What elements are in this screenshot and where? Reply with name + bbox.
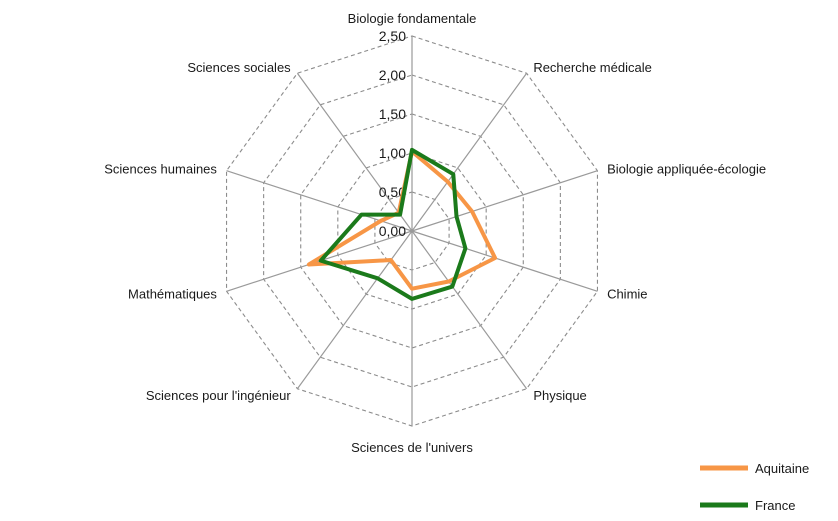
series-aquitaine-line	[306, 149, 498, 291]
category-label: Physique	[533, 388, 586, 403]
radar-spoke	[411, 230, 528, 390]
legend-label: Aquitaine	[755, 461, 809, 476]
category-labels: Biologie fondamentale Recherche médicale B…	[104, 11, 766, 455]
legend-label: France	[755, 498, 795, 513]
category-label: Sciences sociales	[187, 60, 291, 75]
radar-spoke	[411, 72, 528, 232]
category-label: Mathématiques	[128, 287, 217, 302]
legend: Aquitaine France	[700, 461, 809, 513]
category-label: Biologie appliquée-écologie	[607, 161, 766, 176]
radar-series	[306, 147, 498, 301]
tick-label: 1,00	[379, 145, 406, 161]
series-france-line	[318, 147, 468, 301]
grid-ring	[300, 113, 524, 349]
radar-spoke	[226, 170, 413, 232]
radar-spoke	[411, 170, 598, 232]
radial-tick-labels: 0,00 0,50 1,00 1,50 2,00 2,50	[379, 28, 406, 239]
radar-spoke	[296, 72, 413, 232]
tick-label: 1,50	[379, 106, 406, 122]
radar-spoke	[411, 230, 598, 292]
radar-spoke	[296, 230, 413, 390]
category-label: Sciences de l'univers	[351, 440, 473, 455]
category-label: Sciences pour l'ingénieur	[146, 388, 292, 403]
category-label: Biologie fondamentale	[348, 11, 477, 26]
category-label: Recherche médicale	[533, 60, 652, 75]
tick-label: 0,00	[379, 223, 406, 239]
category-label: Chimie	[607, 287, 647, 302]
tick-label: 2,00	[379, 67, 406, 83]
tick-label: 2,50	[379, 28, 406, 44]
tick-label: 0,50	[379, 184, 406, 200]
category-label: Sciences humaines	[104, 161, 217, 176]
